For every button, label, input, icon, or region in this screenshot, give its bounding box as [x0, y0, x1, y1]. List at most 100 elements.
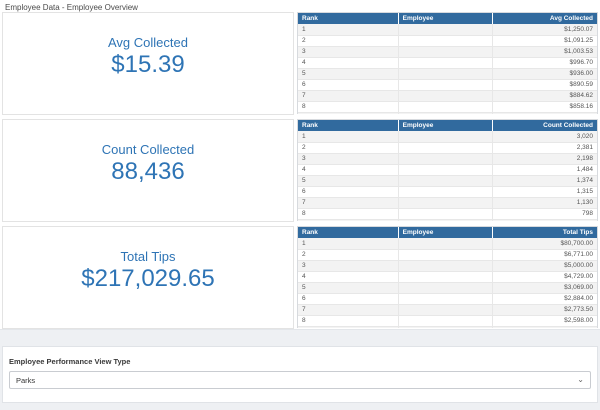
value-cell: $1,091.25	[491, 35, 597, 47]
value-cell: 3,020	[491, 131, 597, 143]
table-row: 6 1,315	[298, 186, 597, 198]
table-row: 7 1,130	[298, 197, 597, 209]
table-row: 7 $2,773.50	[298, 304, 597, 316]
employee-cell	[397, 249, 493, 261]
employee-cell	[397, 101, 493, 113]
table-row: 1 $80,700.00	[298, 238, 597, 250]
value-cell: $1,003.53	[491, 46, 597, 58]
employee-cell	[397, 112, 493, 114]
view-type-select[interactable]: Parks ⌄	[9, 371, 591, 389]
value-cell: $1,250.07	[491, 24, 597, 36]
rank-cell: 5	[298, 282, 399, 294]
employee-cell	[397, 271, 493, 283]
rank-cell: 8	[298, 208, 399, 220]
table-row: 2 2,381	[298, 142, 597, 154]
employee-cell	[397, 238, 493, 250]
table-row: 2 $1,091.25	[298, 35, 597, 47]
rank-cell: 3	[298, 46, 399, 58]
table-total-tips: Rank Employee Total Tips 1 $80,700.00 2 $6,…	[297, 226, 598, 328]
table-row	[298, 219, 597, 221]
column-header-avg-collected: Avg Collected	[491, 13, 597, 24]
column-header-rank: Rank	[298, 13, 399, 24]
employee-cell	[397, 326, 493, 328]
table-row: 1 3,020	[298, 131, 597, 143]
rank-cell: 1	[298, 131, 399, 143]
rank-cell: 4	[298, 57, 399, 69]
chevron-down-icon: ⌄	[577, 375, 584, 384]
column-header-employee: Employee	[397, 13, 493, 24]
value-cell: 1,130	[491, 197, 597, 209]
rank-cell: 2	[298, 35, 399, 47]
kpi-card-total-tips: Total Tips $217,029.65	[2, 226, 294, 329]
value-cell: 2,198	[491, 153, 597, 165]
table-avg-collected: Rank Employee Avg Collected 1 $1,250.07 2 $…	[297, 12, 598, 114]
table-row: 3 $5,000.00	[298, 260, 597, 272]
table-row: 4 $4,729.00	[298, 271, 597, 283]
column-header-employee: Employee	[397, 120, 493, 131]
column-header-rank: Rank	[298, 120, 399, 131]
value-cell	[491, 326, 597, 328]
employee-cell	[397, 186, 493, 198]
table-header-row: Rank Employee Count Collected	[298, 120, 597, 131]
kpi-card-avg-collected: Avg Collected $15.39	[2, 12, 294, 115]
section-total-tips: Total Tips $217,029.65 Rank Employee Tot…	[2, 226, 598, 329]
kpi-value-avg-collected: $15.39	[111, 51, 185, 78]
column-header-employee: Employee	[397, 227, 493, 238]
rank-cell: 5	[298, 68, 399, 80]
employee-cell	[397, 164, 493, 176]
value-cell: $80,700.00	[491, 238, 597, 250]
rank-cell	[298, 219, 399, 221]
employee-cell	[397, 153, 493, 165]
rank-cell: 7	[298, 197, 399, 209]
value-cell: $3,069.00	[491, 282, 597, 294]
table-row: 5 $3,069.00	[298, 282, 597, 294]
employee-cell	[397, 131, 493, 143]
panel-gap	[0, 330, 600, 346]
rank-cell: 5	[298, 175, 399, 187]
rank-cell: 8	[298, 101, 399, 113]
page-title: Employee Data - Employee Overview	[5, 3, 138, 12]
table-row	[298, 112, 597, 114]
value-cell: $858.16	[491, 101, 597, 113]
table-row: 3 2,198	[298, 153, 597, 165]
kpi-value-count-collected: 88,436	[111, 158, 185, 185]
value-cell: $884.62	[491, 90, 597, 102]
employee-cell	[397, 35, 493, 47]
employee-cell	[397, 208, 493, 220]
table-header-row: Rank Employee Total Tips	[298, 227, 597, 238]
table-header-row: Rank Employee Avg Collected	[298, 13, 597, 24]
employee-cell	[397, 315, 493, 327]
rank-cell: 3	[298, 260, 399, 272]
employee-cell	[397, 260, 493, 272]
value-cell: $5,000.00	[491, 260, 597, 272]
kpi-value-total-tips: $217,029.65	[81, 265, 215, 292]
employee-cell	[397, 57, 493, 69]
table-row: 8 $2,598.00	[298, 315, 597, 327]
employee-cell	[397, 90, 493, 102]
table-row: 5 $936.00	[298, 68, 597, 80]
rank-cell: 6	[298, 79, 399, 91]
view-type-label: Employee Performance View Type	[9, 357, 131, 366]
employee-cell	[397, 304, 493, 316]
value-cell: $2,773.50	[491, 304, 597, 316]
column-header-rank: Rank	[298, 227, 399, 238]
table-row: 3 $1,003.53	[298, 46, 597, 58]
employee-cell	[397, 46, 493, 58]
employee-cell	[397, 79, 493, 91]
value-cell: 1,315	[491, 186, 597, 198]
value-cell: $4,729.00	[491, 271, 597, 283]
column-header-count-collected: Count Collected	[491, 120, 597, 131]
value-cell: $936.00	[491, 68, 597, 80]
value-cell: 798	[491, 208, 597, 220]
value-cell: $2,598.00	[491, 315, 597, 327]
employee-cell	[397, 175, 493, 187]
table-row: 4 $996.70	[298, 57, 597, 69]
kpi-card-count-collected: Count Collected 88,436	[2, 119, 294, 222]
table-count-collected: Rank Employee Count Collected 1 3,020 2 2,3…	[297, 119, 598, 221]
dashboard-panel: Employee Data - Employee Overview Avg Co…	[0, 0, 600, 330]
value-cell	[491, 112, 597, 114]
employee-cell	[397, 282, 493, 294]
table-row: 6 $2,884.00	[298, 293, 597, 305]
rank-cell: 4	[298, 164, 399, 176]
value-cell: 1,374	[491, 175, 597, 187]
